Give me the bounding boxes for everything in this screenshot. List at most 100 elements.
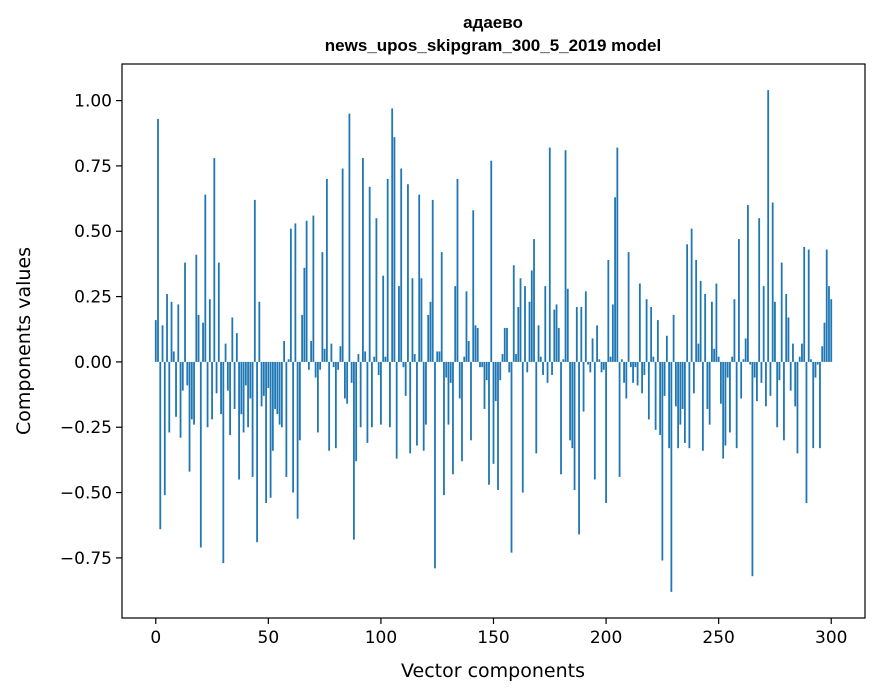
- bar-221: [652, 356, 655, 362]
- bar-80: [334, 361, 337, 449]
- bar-183: [566, 288, 569, 362]
- bar-254: [726, 361, 729, 378]
- bar-170: [537, 325, 540, 362]
- bar-74: [321, 252, 324, 362]
- bar-180: [560, 361, 562, 475]
- bar-4: [163, 361, 166, 496]
- bar-207: [620, 359, 623, 362]
- bar-36: [235, 333, 238, 362]
- bar-244: [704, 293, 707, 362]
- bar-114: [411, 278, 414, 362]
- bar-15: [188, 361, 191, 472]
- bar-31: [224, 343, 227, 362]
- bar-112: [407, 184, 409, 362]
- bar-21: [202, 322, 204, 362]
- bar-130: [447, 361, 450, 425]
- bar-243: [701, 361, 704, 451]
- bar-294: [816, 361, 819, 365]
- x-tick-label: 300: [815, 628, 847, 648]
- bar-181: [562, 359, 565, 362]
- x-axis-ticks: 0 50 100 150 200 250 300: [150, 618, 847, 648]
- bar-54: [276, 361, 279, 415]
- bar-278: [780, 262, 783, 362]
- bar-81: [337, 361, 340, 370]
- bar-13: [184, 262, 186, 362]
- bar-152: [497, 361, 499, 490]
- bar-86: [348, 113, 351, 362]
- bar-134: [456, 178, 459, 362]
- bar-252: [722, 361, 725, 459]
- bar-194: [591, 338, 594, 362]
- bar-204: [614, 197, 616, 362]
- bar-2: [159, 361, 162, 530]
- bar-18: [195, 254, 198, 362]
- bar-135: [458, 361, 461, 399]
- bar-155: [503, 327, 506, 362]
- bar-62: [294, 223, 297, 362]
- bar-235: [683, 361, 686, 443]
- bar-297: [823, 322, 826, 362]
- bar-119: [422, 361, 425, 451]
- bar-17: [193, 361, 195, 425]
- bar-210: [627, 252, 630, 362]
- bar-232: [677, 361, 680, 449]
- bar-216: [641, 361, 643, 394]
- bars-group: [154, 90, 833, 592]
- bar-265: [751, 361, 754, 577]
- bar-293: [814, 361, 817, 378]
- bar-174: [546, 361, 549, 383]
- bar-0: [154, 320, 157, 362]
- bar-167: [530, 270, 533, 362]
- bar-165: [526, 361, 529, 373]
- bar-41: [247, 361, 249, 428]
- bar-7: [170, 301, 173, 362]
- bar-263: [747, 205, 749, 362]
- bar-43: [251, 361, 254, 477]
- bar-27: [215, 361, 218, 394]
- bar-77: [328, 361, 331, 451]
- bar-212: [632, 361, 634, 383]
- bar-283: [792, 343, 794, 362]
- bar-299: [828, 286, 830, 362]
- bar-67: [305, 220, 308, 362]
- bar-268: [758, 218, 761, 362]
- bar-8: [172, 351, 175, 362]
- bar-224: [659, 361, 662, 436]
- bar-25: [211, 361, 213, 420]
- bar-68: [307, 361, 310, 370]
- x-tick-label: 200: [590, 628, 622, 648]
- bar-178: [555, 304, 558, 362]
- bar-11: [179, 361, 182, 438]
- bar-287: [801, 343, 803, 362]
- bar-91: [359, 361, 362, 428]
- bar-160: [515, 354, 517, 362]
- bar-169: [535, 361, 538, 454]
- bar-1: [157, 118, 159, 362]
- bar-208: [623, 361, 625, 383]
- bar-226: [663, 361, 666, 396]
- bar-270: [762, 286, 765, 362]
- bar-122: [429, 301, 432, 362]
- bar-236: [686, 244, 689, 362]
- bar-47: [260, 361, 263, 407]
- y-tick-label: 0.75: [74, 157, 112, 177]
- bar-110: [402, 361, 405, 368]
- bar-148: [488, 361, 490, 485]
- y-tick-label: 1.00: [74, 92, 112, 112]
- bar-237: [688, 361, 691, 449]
- bar-229: [670, 361, 673, 592]
- bar-144: [479, 361, 481, 368]
- bar-162: [519, 278, 522, 362]
- bar-128: [443, 361, 445, 496]
- bar-217: [643, 361, 646, 375]
- bar-51: [269, 361, 272, 498]
- bar-132: [452, 361, 454, 475]
- bar-202: [609, 356, 612, 362]
- bar-70: [312, 215, 315, 362]
- bar-213: [634, 361, 637, 368]
- bar-76: [325, 178, 328, 362]
- bar-16: [190, 361, 193, 420]
- bar-120: [425, 361, 427, 425]
- bar-176: [551, 361, 553, 375]
